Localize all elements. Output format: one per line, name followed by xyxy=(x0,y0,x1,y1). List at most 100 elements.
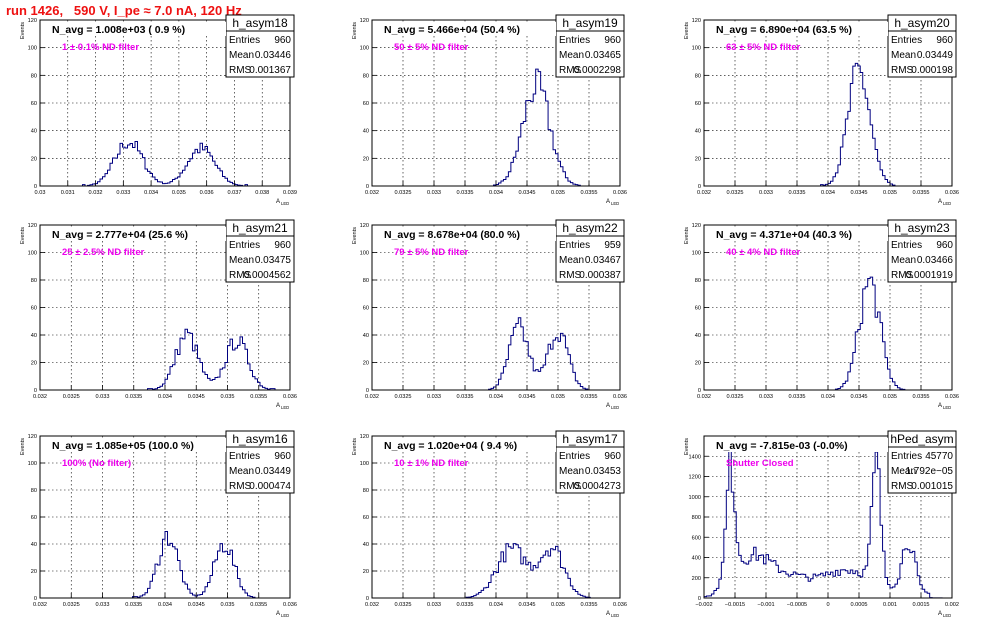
x-tick-label: 0.035 xyxy=(221,394,235,400)
y-tick-label: 20 xyxy=(31,156,37,162)
navg-box xyxy=(706,22,888,36)
x-tick-label: 0.039 xyxy=(283,190,297,196)
panel-h_asym17: 0.032 0.0325 0.033 0.0335 0.034 0.0345 0.035 0.… xyxy=(352,430,627,618)
panel-h_asym16: 0.032 0.0325 0.033 0.0335 0.034 0.0345 0.035 0.… xyxy=(20,430,297,618)
navg-label: N_avg = 2.777e+04 (25.6 %) xyxy=(52,229,188,241)
y-tick-label: 80 xyxy=(363,278,369,284)
stats-label: Entries xyxy=(891,35,922,46)
y-axis-label: Events xyxy=(20,227,26,244)
navg-label: N_avg = 1.085e+05 (100.0 %) xyxy=(52,440,194,452)
navg-label: N_avg = -7.815e-03 (-0.0%) xyxy=(716,440,848,452)
x-tick-label: 0 xyxy=(826,602,829,608)
x-tick-label: 0.032 xyxy=(697,190,711,196)
x-axis-label: A xyxy=(276,403,280,409)
filter-annotation: Shutter Closed xyxy=(726,458,794,469)
x-tick-label: 0.037 xyxy=(227,190,241,196)
stats-label: Mean xyxy=(891,50,916,61)
y-tick-label: 100 xyxy=(28,461,37,467)
x-tick-label: 0.036 xyxy=(283,394,297,400)
stats-value: 960 xyxy=(274,451,291,462)
y-tick-label: 120 xyxy=(28,223,37,229)
y-tick-label: 60 xyxy=(31,306,37,312)
y-tick-label: 40 xyxy=(31,129,37,135)
x-tick-label: 0.0335 xyxy=(788,190,805,196)
y-axis-label: Events xyxy=(352,22,358,39)
x-tick-label: 0.0345 xyxy=(188,394,205,400)
x-tick-label: 0.038 xyxy=(255,190,269,196)
y-tick-label: 600 xyxy=(692,535,701,541)
x-tick-label: 0.0335 xyxy=(125,602,142,608)
x-axis-label: A xyxy=(276,199,280,205)
stats-value: 0.03465 xyxy=(585,50,622,61)
stats-box xyxy=(555,14,625,78)
panel-h_asym19: 0.032 0.0325 0.033 0.0335 0.034 0.0345 0.035 0.… xyxy=(352,14,627,206)
x-tick-label: 0.0335 xyxy=(456,602,473,608)
navg-label: N_avg = 1.008e+03 ( 0.9 %) xyxy=(52,24,185,36)
stats-label: RMS xyxy=(229,270,252,281)
stats-value: 45770 xyxy=(925,451,953,462)
stats-label: Entries xyxy=(559,35,590,46)
x-tick-label: 0.0005 xyxy=(850,602,867,608)
stats-label: Entries xyxy=(559,240,590,251)
x-tick-label: 0.0015 xyxy=(912,602,929,608)
x-tick-label: 0.0325 xyxy=(726,394,743,400)
y-tick-label: 80 xyxy=(695,73,701,79)
stats-value: 0.03475 xyxy=(255,255,292,266)
x-tick-label: 0.0335 xyxy=(456,190,473,196)
stats-box xyxy=(887,430,957,494)
stats-label: Entries xyxy=(891,240,922,251)
x-tick-label: 0.0325 xyxy=(63,394,80,400)
x-axis-label-sub: LED xyxy=(611,613,619,618)
y-tick-label: 1000 xyxy=(689,495,701,501)
y-tick-label: 80 xyxy=(31,488,37,494)
filter-annotation: 40 ± 4% ND filter xyxy=(726,247,801,258)
x-axis-label: A xyxy=(938,199,942,205)
y-tick-label: 0 xyxy=(698,184,701,190)
y-tick-label: 40 xyxy=(695,129,701,135)
y-tick-label: 60 xyxy=(31,515,37,521)
x-tick-label: 0.033 xyxy=(759,190,773,196)
stats-title: h_asym22 xyxy=(562,221,618,235)
stats-title: h_asym21 xyxy=(232,221,288,235)
y-tick-label: 40 xyxy=(31,542,37,548)
stats-box xyxy=(225,219,295,283)
stats-value: 959 xyxy=(604,240,621,251)
x-tick-label: 0.033 xyxy=(427,190,441,196)
y-tick-label: 40 xyxy=(31,333,37,339)
x-axis-label-sub: LED xyxy=(281,613,289,618)
x-tick-label: 0.033 xyxy=(96,602,110,608)
x-tick-label: 0.0325 xyxy=(394,602,411,608)
y-tick-label: 60 xyxy=(695,101,701,107)
x-tick-label: 0.0325 xyxy=(63,602,80,608)
x-axis-label-sub: LED xyxy=(611,405,619,410)
navg-box xyxy=(374,438,556,452)
y-axis-label: Events xyxy=(20,438,26,455)
x-tick-label: 0.0335 xyxy=(125,394,142,400)
y-tick-label: 0 xyxy=(698,596,701,602)
navg-box xyxy=(42,22,226,36)
y-tick-label: 20 xyxy=(695,361,701,367)
stats-label: Mean xyxy=(891,466,916,477)
stats-label: RMS xyxy=(229,481,252,492)
filter-annotation: 50 ± 5% ND filter xyxy=(394,42,469,53)
y-tick-label: 20 xyxy=(31,569,37,575)
stats-value: 0.001015 xyxy=(911,481,953,492)
y-tick-label: 0 xyxy=(366,596,369,602)
navg-label: N_avg = 5.466e+04 (50.4 %) xyxy=(384,24,520,36)
x-tick-label: 0.035 xyxy=(221,602,235,608)
stats-value: 960 xyxy=(604,35,621,46)
y-tick-label: 40 xyxy=(363,129,369,135)
stats-label: RMS xyxy=(891,65,914,76)
y-tick-label: 100 xyxy=(360,251,369,257)
x-tick-label: 0.0355 xyxy=(580,190,597,196)
x-tick-label: 0.035 xyxy=(551,394,565,400)
y-tick-label: 100 xyxy=(28,251,37,257)
y-tick-label: 80 xyxy=(31,73,37,79)
x-tick-label: 0.035 xyxy=(883,394,897,400)
panel-h_asym20: 0.032 0.0325 0.033 0.0335 0.034 0.0345 0.035 0.… xyxy=(684,14,959,206)
y-axis-label: Events xyxy=(20,22,26,39)
stats-label: RMS xyxy=(559,65,582,76)
x-tick-label: 0.032 xyxy=(365,190,379,196)
stats-title: h_asym23 xyxy=(894,221,950,235)
x-tick-label: 0.033 xyxy=(427,394,441,400)
